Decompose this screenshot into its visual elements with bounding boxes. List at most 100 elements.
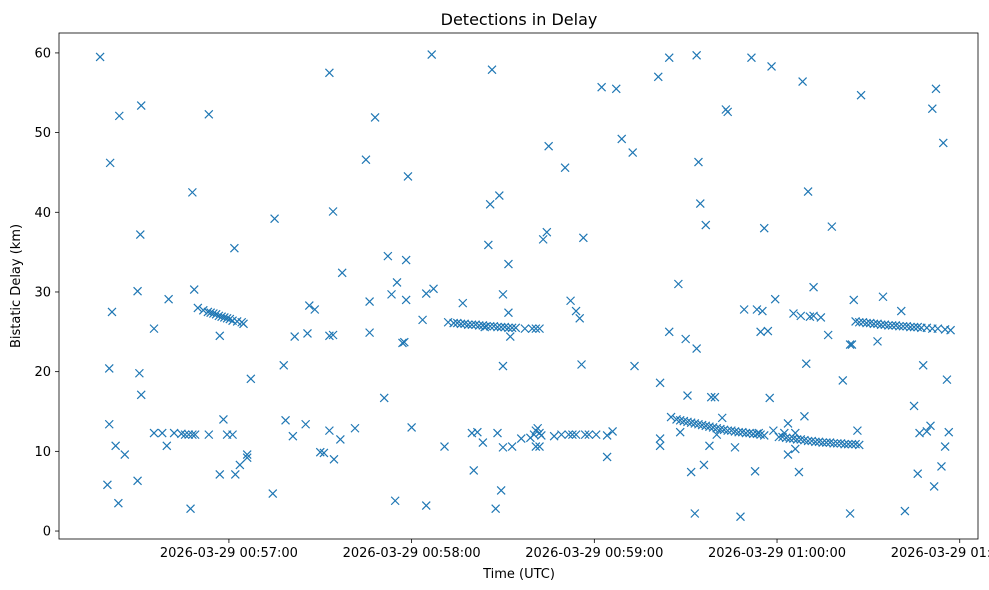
data-point bbox=[208, 309, 218, 318]
data-point bbox=[184, 430, 194, 440]
data-point bbox=[712, 423, 722, 433]
data-point bbox=[708, 423, 718, 432]
data-point bbox=[768, 426, 778, 436]
data-point bbox=[504, 308, 513, 318]
data-point bbox=[856, 90, 866, 100]
data-point bbox=[723, 107, 733, 117]
data-point bbox=[929, 481, 939, 491]
data-point bbox=[485, 199, 495, 209]
data-point bbox=[149, 428, 159, 438]
data-point bbox=[370, 113, 380, 122]
data-point bbox=[136, 390, 146, 400]
data-point bbox=[335, 434, 345, 444]
data-point bbox=[750, 466, 760, 476]
data-point bbox=[211, 309, 221, 319]
data-point bbox=[809, 282, 818, 292]
data-point bbox=[697, 420, 707, 430]
x-axis-label: Time (UTC) bbox=[482, 567, 555, 582]
data-point bbox=[329, 454, 339, 464]
data-point bbox=[664, 327, 674, 337]
data-point bbox=[237, 317, 247, 327]
data-point bbox=[909, 322, 919, 332]
data-point bbox=[686, 418, 696, 428]
x-tick-label: 2026-03-29 00:58:00 bbox=[343, 546, 481, 561]
data-point bbox=[189, 285, 199, 295]
data-point bbox=[675, 427, 685, 437]
data-point bbox=[328, 207, 338, 216]
data-point bbox=[315, 447, 325, 457]
data-point bbox=[694, 157, 703, 167]
data-point bbox=[783, 450, 793, 459]
data-point bbox=[229, 243, 239, 253]
data-point bbox=[940, 442, 950, 451]
data-point bbox=[803, 436, 813, 446]
data-point bbox=[113, 498, 123, 508]
data-point bbox=[825, 438, 835, 448]
data-point bbox=[398, 338, 407, 348]
data-point bbox=[884, 321, 893, 330]
data-point bbox=[193, 303, 203, 313]
data-point bbox=[858, 317, 868, 327]
data-point bbox=[705, 441, 714, 451]
data-point bbox=[536, 430, 546, 440]
data-point bbox=[942, 375, 952, 385]
data-point bbox=[290, 332, 300, 342]
data-point bbox=[379, 393, 389, 403]
data-point bbox=[927, 104, 937, 114]
data-point bbox=[823, 330, 833, 340]
data-point bbox=[902, 321, 912, 331]
data-point bbox=[655, 434, 665, 444]
data-point bbox=[531, 442, 541, 451]
data-point bbox=[602, 430, 612, 440]
data-point bbox=[666, 412, 676, 422]
data-point bbox=[399, 337, 409, 347]
data-point bbox=[401, 255, 411, 265]
data-point bbox=[734, 427, 744, 437]
x-tick-label: 2026-03-29 00:57:00 bbox=[160, 546, 298, 561]
data-point bbox=[162, 441, 172, 451]
data-point bbox=[498, 361, 508, 371]
data-point bbox=[617, 134, 627, 144]
data-point bbox=[913, 322, 923, 332]
data-point bbox=[796, 434, 806, 444]
data-point bbox=[215, 470, 225, 479]
data-point bbox=[392, 277, 402, 287]
data-point bbox=[818, 438, 828, 448]
data-point bbox=[800, 435, 809, 445]
data-point bbox=[496, 322, 506, 332]
data-point bbox=[578, 233, 588, 243]
data-point bbox=[575, 313, 585, 323]
data-point bbox=[800, 411, 809, 421]
data-point bbox=[653, 72, 663, 82]
data-point bbox=[801, 359, 811, 369]
data-point bbox=[933, 324, 943, 334]
data-point bbox=[186, 504, 195, 514]
data-point bbox=[429, 284, 438, 294]
data-point bbox=[511, 323, 521, 333]
data-point bbox=[111, 441, 121, 451]
data-point bbox=[472, 427, 482, 437]
data-point bbox=[710, 392, 720, 402]
data-point bbox=[715, 424, 725, 434]
y-axis-ticks: 0 10 20 30 40 50 60 bbox=[34, 46, 59, 540]
data-point bbox=[683, 417, 692, 427]
data-point bbox=[895, 321, 904, 331]
data-point bbox=[487, 65, 497, 75]
data-point bbox=[383, 251, 393, 261]
data-point bbox=[730, 442, 740, 452]
data-point bbox=[456, 319, 466, 329]
data-point bbox=[542, 227, 552, 237]
data-point bbox=[460, 319, 470, 329]
data-point bbox=[851, 317, 861, 326]
data-point bbox=[304, 301, 314, 310]
data-point bbox=[628, 148, 638, 157]
data-point bbox=[611, 84, 621, 94]
data-point bbox=[717, 413, 727, 423]
data-point bbox=[324, 426, 334, 436]
data-point bbox=[918, 360, 928, 370]
data-point bbox=[683, 391, 692, 400]
data-point bbox=[328, 330, 338, 340]
data-point bbox=[104, 364, 114, 373]
chart-title: Detections in Delay bbox=[441, 10, 598, 29]
